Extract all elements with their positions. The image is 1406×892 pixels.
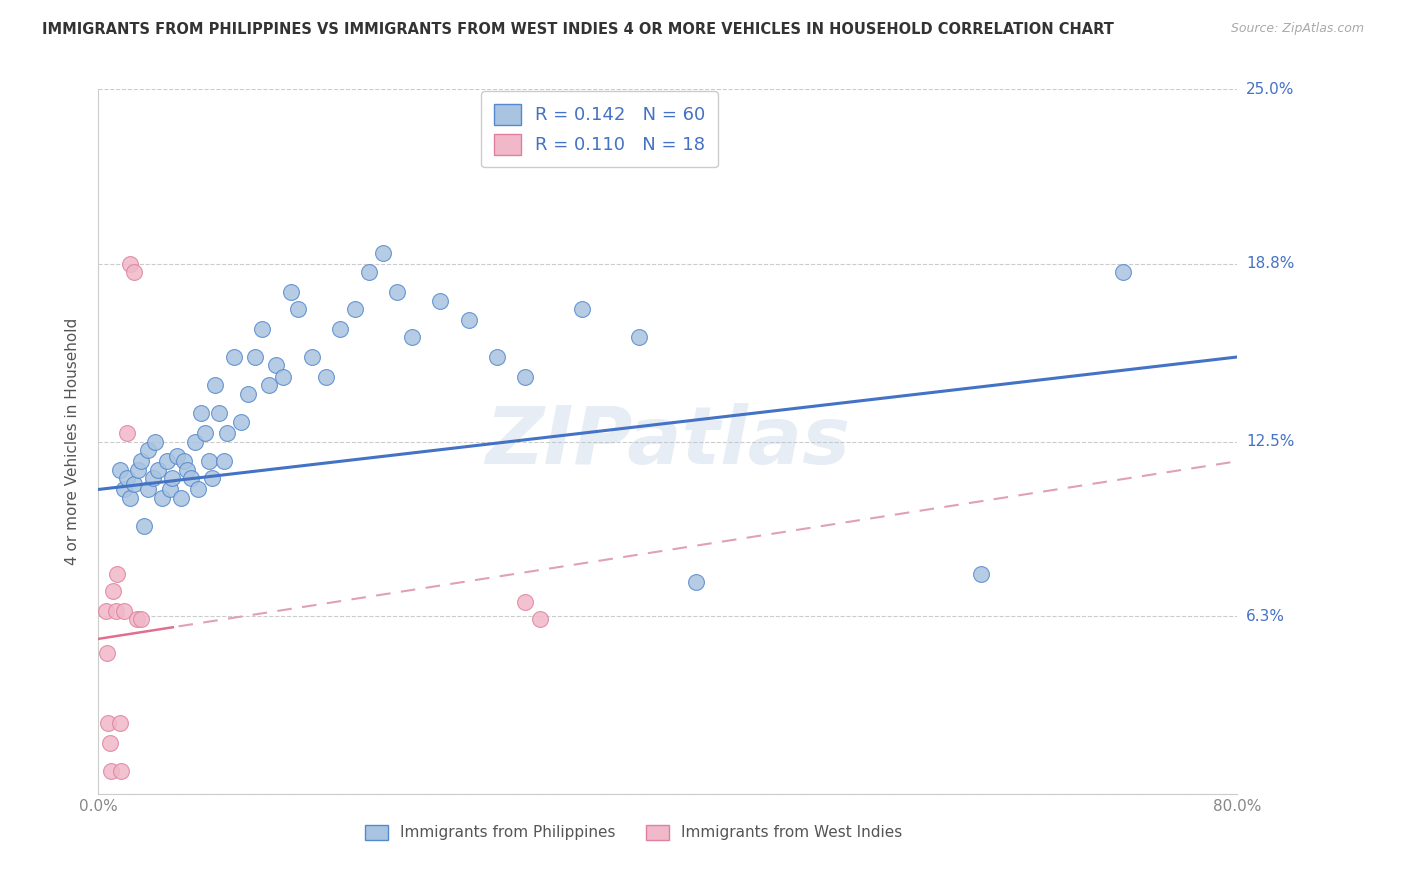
Point <box>184 434 207 449</box>
Point <box>132 519 155 533</box>
Point <box>387 285 409 300</box>
Y-axis label: 4 or more Vehicles in Household: 4 or more Vehicles in Household <box>65 318 80 566</box>
Point <box>110 764 132 779</box>
Point <box>148 463 170 477</box>
Point <box>250 322 273 336</box>
Point <box>357 265 380 279</box>
Point <box>105 567 128 582</box>
Point <box>236 386 259 401</box>
Point <box>301 350 323 364</box>
Point <box>970 567 993 582</box>
Point <box>141 471 163 485</box>
Point <box>104 604 127 618</box>
Point <box>118 257 141 271</box>
Point <box>159 483 181 497</box>
Point <box>208 406 231 420</box>
Point <box>136 442 159 457</box>
Point <box>127 463 149 477</box>
Text: 18.8%: 18.8% <box>1246 257 1294 271</box>
Point <box>98 736 121 750</box>
Point <box>136 483 159 497</box>
Point <box>266 359 288 373</box>
Point <box>176 463 198 477</box>
Point <box>329 322 352 336</box>
Point <box>108 716 131 731</box>
Point <box>287 301 309 316</box>
Point <box>685 575 707 590</box>
Point <box>108 463 131 477</box>
Point <box>190 406 212 420</box>
Point <box>162 471 184 485</box>
Text: ZIPatlas: ZIPatlas <box>485 402 851 481</box>
Point <box>486 350 509 364</box>
Point <box>215 426 238 441</box>
Point <box>571 301 593 316</box>
Text: Source: ZipAtlas.com: Source: ZipAtlas.com <box>1230 22 1364 36</box>
Point <box>156 454 179 468</box>
Legend: Immigrants from Philippines, Immigrants from West Indies: Immigrants from Philippines, Immigrants … <box>356 815 911 850</box>
Point <box>429 293 451 308</box>
Point <box>457 313 479 327</box>
Point <box>100 764 122 779</box>
Point <box>204 378 226 392</box>
Point <box>122 265 145 279</box>
Point <box>401 330 423 344</box>
Text: IMMIGRANTS FROM PHILIPPINES VS IMMIGRANTS FROM WEST INDIES 4 OR MORE VEHICLES IN: IMMIGRANTS FROM PHILIPPINES VS IMMIGRANT… <box>42 22 1114 37</box>
Point <box>96 646 118 660</box>
Point <box>343 301 366 316</box>
Point <box>201 471 224 485</box>
Text: 12.5%: 12.5% <box>1246 434 1294 449</box>
Point <box>122 476 145 491</box>
Point <box>187 483 209 497</box>
Point <box>280 285 302 300</box>
Text: 25.0%: 25.0% <box>1246 82 1294 96</box>
Point <box>315 369 337 384</box>
Point <box>243 350 266 364</box>
Point <box>194 426 217 441</box>
Point <box>515 595 537 609</box>
Point <box>212 454 235 468</box>
Point <box>145 434 167 449</box>
Point <box>198 454 221 468</box>
Point <box>259 378 281 392</box>
Point <box>170 491 193 505</box>
Point <box>152 491 174 505</box>
Point <box>180 471 202 485</box>
Point <box>373 245 395 260</box>
Point <box>543 138 565 153</box>
Point <box>125 612 148 626</box>
Point <box>166 449 188 463</box>
Point <box>118 491 141 505</box>
Point <box>515 369 537 384</box>
Point <box>628 330 651 344</box>
Point <box>129 454 152 468</box>
Point <box>1112 265 1135 279</box>
Point <box>273 369 295 384</box>
Point <box>222 350 245 364</box>
Point <box>97 716 120 731</box>
Point <box>112 604 135 618</box>
Text: 6.3%: 6.3% <box>1246 609 1285 624</box>
Point <box>115 426 138 441</box>
Point <box>94 604 117 618</box>
Point <box>112 483 135 497</box>
Point <box>529 612 551 626</box>
Point <box>101 583 124 598</box>
Point <box>129 612 152 626</box>
Point <box>173 454 195 468</box>
Point <box>229 415 252 429</box>
Point <box>115 471 138 485</box>
